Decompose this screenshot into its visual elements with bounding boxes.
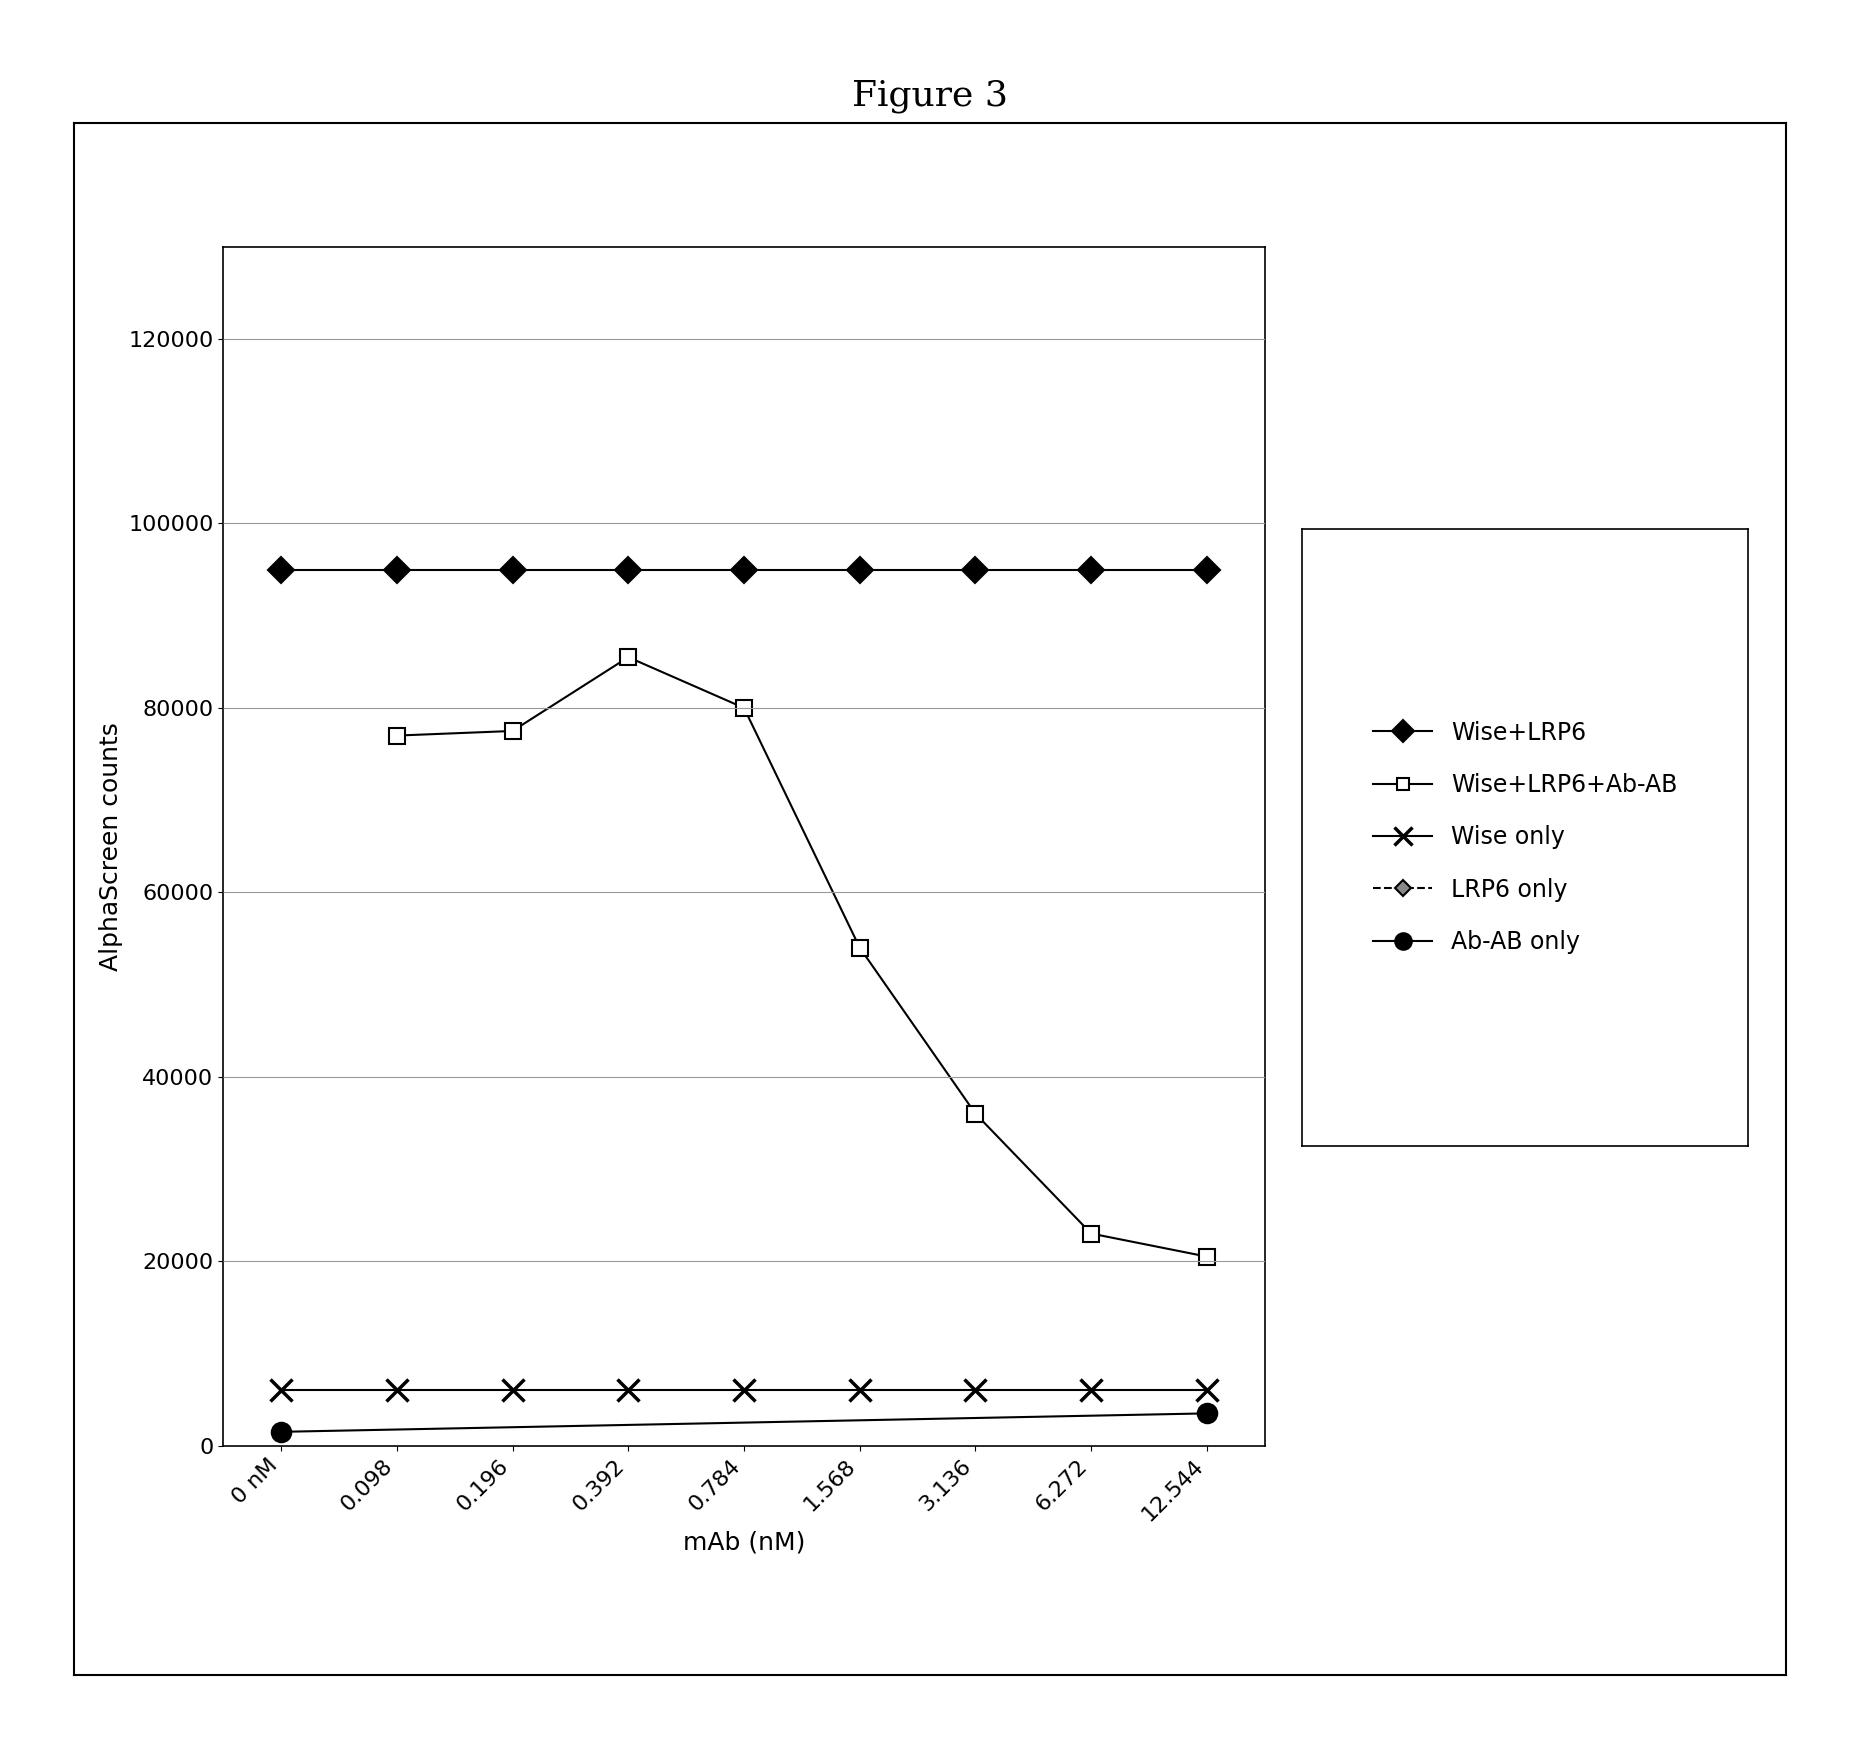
Line: Wise+LRP6+Ab-AB: Wise+LRP6+Ab-AB [389, 649, 1215, 1264]
Wise+LRP6+Ab-AB [848, 938, 870, 959]
Wise+LRP6+Ab-AB [963, 1104, 986, 1125]
Wise+LRP6+Ab-AB [385, 725, 407, 746]
Wise+LRP6 [848, 559, 870, 580]
Wise only [733, 1380, 755, 1402]
Wise only [618, 1380, 640, 1402]
Wise only [1196, 1380, 1218, 1402]
Wise+LRP6+Ab-AB [733, 698, 755, 719]
Wise only [502, 1380, 525, 1402]
Wise+LRP6 [270, 559, 292, 580]
Legend: Wise+LRP6, Wise+LRP6+Ab-AB, Wise only, LRP6 only, Ab-AB only: Wise+LRP6, Wise+LRP6+Ab-AB, Wise only, L… [1363, 710, 1687, 964]
Wise+LRP6 [385, 559, 407, 580]
Wise+LRP6 [502, 559, 525, 580]
Text: Figure 3: Figure 3 [852, 79, 1008, 113]
Wise+LRP6 [963, 559, 986, 580]
Wise only [1081, 1380, 1103, 1402]
Wise+LRP6+Ab-AB [618, 647, 640, 668]
Wise+LRP6 [1196, 559, 1218, 580]
Wise+LRP6+Ab-AB [1196, 1246, 1218, 1268]
Wise+LRP6+Ab-AB [1081, 1224, 1103, 1245]
Wise only [963, 1380, 986, 1402]
Wise only [385, 1380, 407, 1402]
Wise+LRP6+Ab-AB [502, 721, 525, 742]
Wise only [270, 1380, 292, 1402]
Wise+LRP6 [1081, 559, 1103, 580]
Line: Wise only: Wise only [270, 1379, 1218, 1402]
Wise+LRP6 [733, 559, 755, 580]
Wise+LRP6 [618, 559, 640, 580]
Wise only [848, 1380, 870, 1402]
X-axis label: mAb (nM): mAb (nM) [683, 1530, 805, 1553]
Y-axis label: AlphaScreen counts: AlphaScreen counts [99, 721, 123, 971]
Line: Wise+LRP6: Wise+LRP6 [272, 561, 1216, 578]
